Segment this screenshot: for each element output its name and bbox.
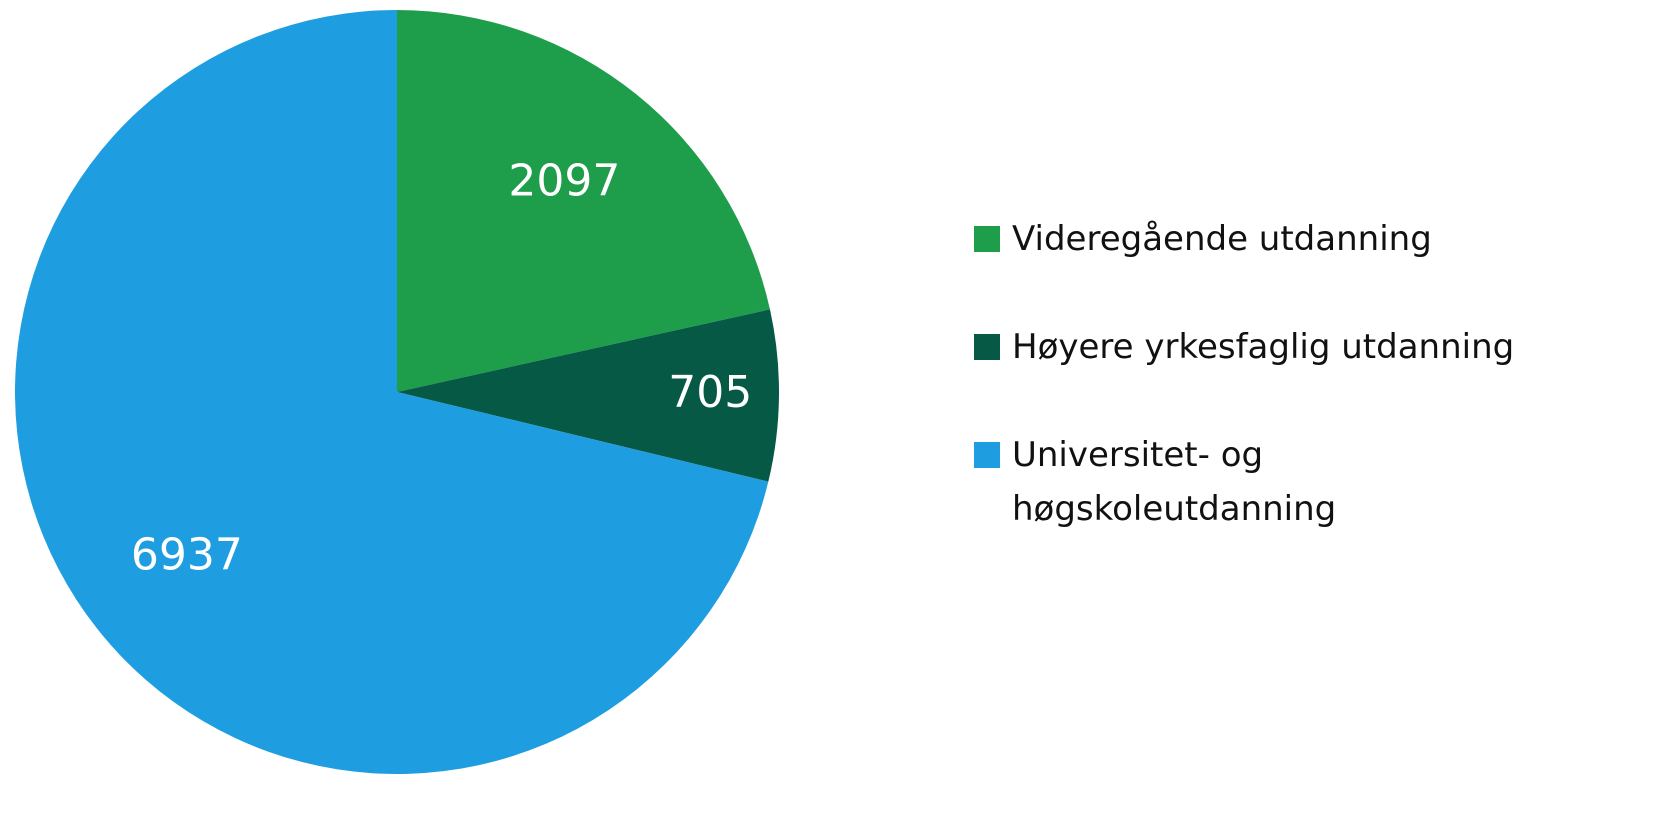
legend-label: Universitet- og høgskoleutdanning: [1012, 435, 1337, 529]
legend-item: Høyere yrkesfaglig utdanning: [974, 320, 1594, 374]
legend-swatch: [974, 442, 1000, 468]
legend-label: Videregående utdanning: [1012, 219, 1432, 259]
legend-swatch: [974, 226, 1000, 252]
data-label: 6937: [131, 529, 243, 580]
pie-slice: [14, 10, 769, 774]
data-label: 705: [668, 367, 752, 418]
legend: Videregående utdanning Høyere yrkesfaglig…: [974, 212, 1594, 590]
data-label: 2097: [508, 155, 620, 206]
legend-item: Universitet- og høgskoleutdanning: [974, 428, 1594, 536]
pie-slice: [397, 10, 770, 392]
chart: 2097 705 6937: [14, 10, 779, 774]
pie-slice: [397, 309, 779, 482]
legend-swatch: [974, 334, 1000, 360]
legend-label: Høyere yrkesfaglig utdanning: [1012, 327, 1515, 367]
legend-item: Videregående utdanning: [974, 212, 1594, 266]
